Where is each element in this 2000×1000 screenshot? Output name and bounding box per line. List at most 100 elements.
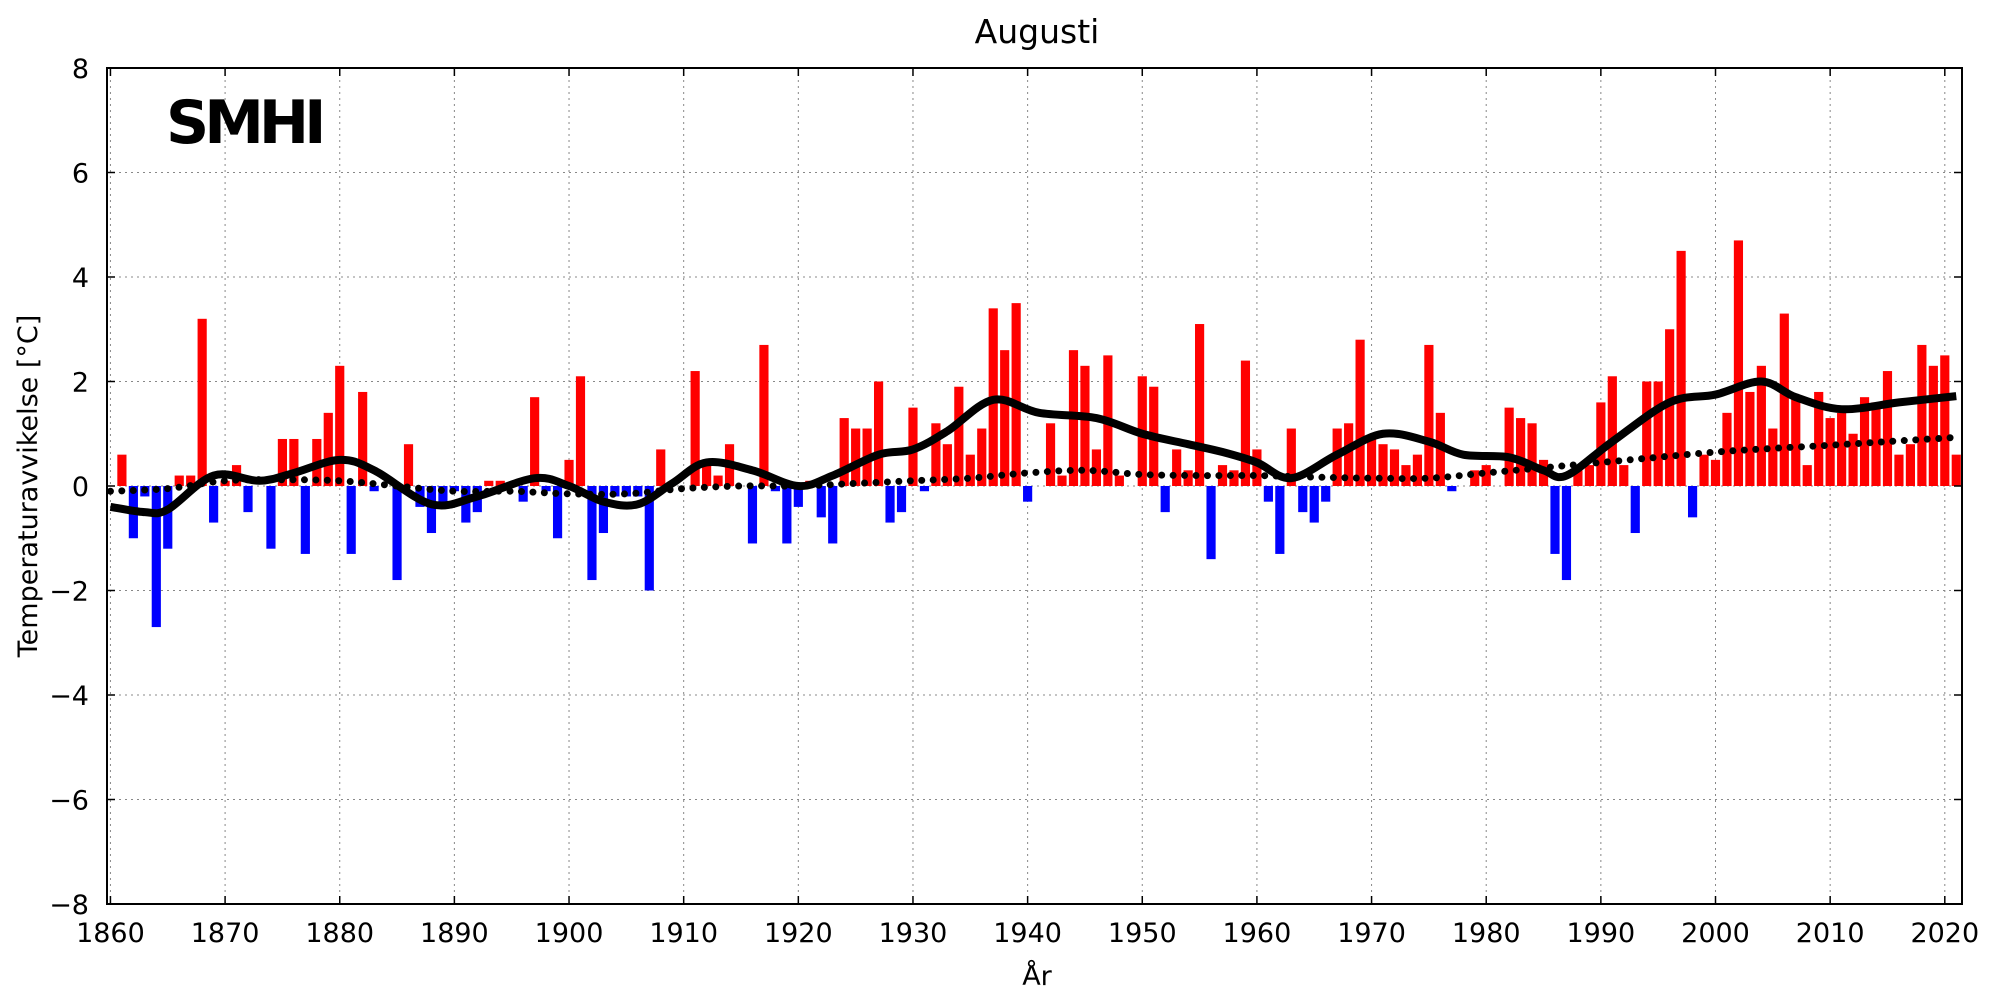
x-tick-label: 1940 — [993, 918, 1062, 949]
bar-1899 — [552, 486, 563, 539]
bar-1966 — [1321, 486, 1331, 502]
bar-1883 — [369, 486, 379, 492]
y-axis-label: Temperaturavvikelse [°C] — [13, 315, 44, 658]
x-tick-label: 1910 — [649, 918, 718, 949]
bar-1885 — [392, 486, 402, 581]
trend-line — [106, 433, 1960, 498]
bar-2020 — [1940, 355, 1950, 486]
bar-1866 — [174, 475, 184, 486]
bar-1982 — [1504, 407, 1514, 486]
bar-1879 — [323, 412, 333, 486]
bar-1963 — [1286, 428, 1296, 486]
x-tick-label: 1930 — [879, 918, 948, 949]
bar-1877 — [300, 486, 310, 554]
bar-1898 — [541, 486, 551, 492]
x-tick-label: 2020 — [1910, 918, 1979, 949]
bar-2002 — [1733, 240, 1744, 486]
bar-2021 — [1951, 454, 1961, 486]
bar-2016 — [1894, 454, 1904, 486]
y-tick-label: 0 — [72, 472, 89, 503]
bar-2008 — [1802, 465, 1812, 486]
bar-1891 — [461, 486, 471, 523]
bar-1962 — [1275, 486, 1285, 554]
bar-2006 — [1779, 313, 1789, 486]
bar-1989 — [1584, 465, 1594, 486]
bar-1919 — [782, 486, 792, 544]
bar-1936 — [977, 428, 987, 486]
bar-1927 — [873, 381, 884, 486]
bar-1904 — [610, 486, 620, 497]
bar-1991 — [1607, 376, 1617, 486]
bar-1889 — [438, 486, 448, 502]
x-tick-label: 1870 — [191, 918, 260, 949]
bar-1900 — [564, 459, 574, 486]
bar-1897 — [530, 397, 540, 486]
bar-1990 — [1596, 402, 1606, 486]
y-tick-label: 4 — [72, 263, 89, 294]
x-tick-label: 1950 — [1108, 918, 1177, 949]
y-tick-label: −4 — [49, 681, 89, 712]
bar-1882 — [358, 391, 368, 486]
bar-1886 — [403, 444, 414, 486]
bar-1999 — [1699, 454, 1709, 486]
bar-1861 — [117, 454, 127, 486]
bar-2012 — [1848, 433, 1858, 486]
bar-1987 — [1561, 486, 1572, 581]
y-tick-label: −2 — [49, 577, 89, 608]
bar-1965 — [1309, 486, 1319, 523]
bar-1908 — [656, 449, 666, 486]
bar-2014 — [1871, 402, 1881, 486]
bar-1867 — [186, 475, 196, 486]
bar-1943 — [1057, 475, 1067, 486]
bar-1988 — [1573, 470, 1583, 486]
bar-1935 — [965, 454, 975, 486]
bar-1920 — [793, 486, 803, 507]
bar-1946 — [1091, 449, 1101, 486]
bar-1868 — [197, 318, 207, 486]
bar-1888 — [426, 486, 437, 534]
bar-1928 — [885, 486, 895, 523]
chart-title: Augusti — [975, 12, 1100, 51]
bar-1970 — [1366, 438, 1377, 486]
x-tick-label: 1920 — [764, 918, 833, 949]
y-tick-label: −8 — [49, 890, 89, 921]
bar-1881 — [346, 486, 356, 554]
bar-1933 — [942, 444, 952, 486]
bar-1958 — [1229, 470, 1239, 486]
bar-1977 — [1447, 486, 1457, 492]
bar-1945 — [1080, 365, 1090, 486]
bar-1901 — [575, 376, 586, 486]
x-tick-label: 1960 — [1223, 918, 1292, 949]
y-tick-label: 2 — [72, 368, 89, 399]
bar-1931 — [919, 486, 930, 492]
bar-1864 — [151, 486, 161, 628]
bar-1953 — [1172, 449, 1182, 486]
bar-2018 — [1917, 344, 1927, 486]
bar-1939 — [1011, 303, 1021, 486]
bar-1959 — [1240, 360, 1251, 486]
bar-1960 — [1252, 449, 1262, 486]
bar-1968 — [1344, 423, 1354, 486]
bar-1917 — [759, 344, 769, 486]
bar-1872 — [243, 486, 253, 513]
bar-2009 — [1814, 391, 1824, 486]
bar-1961 — [1263, 486, 1273, 502]
x-tick-label: 1970 — [1337, 918, 1406, 949]
bar-1925 — [851, 428, 861, 486]
bar-1996 — [1665, 329, 1675, 486]
bar-1986 — [1550, 486, 1560, 554]
bar-1865 — [163, 486, 173, 549]
bar-series — [117, 240, 1961, 628]
bar-1913 — [713, 475, 723, 486]
x-tick-label: 1860 — [76, 918, 145, 949]
bar-1994 — [1642, 381, 1652, 486]
x-tick-label: 1980 — [1452, 918, 1521, 949]
bar-1916 — [747, 486, 758, 544]
y-tick-label: −6 — [49, 786, 89, 817]
bar-1924 — [839, 418, 849, 486]
bar-1969 — [1355, 339, 1365, 486]
bar-1975 — [1424, 344, 1434, 486]
bar-1992 — [1619, 465, 1629, 486]
bar-1956 — [1206, 486, 1216, 560]
bar-1922 — [816, 486, 826, 518]
